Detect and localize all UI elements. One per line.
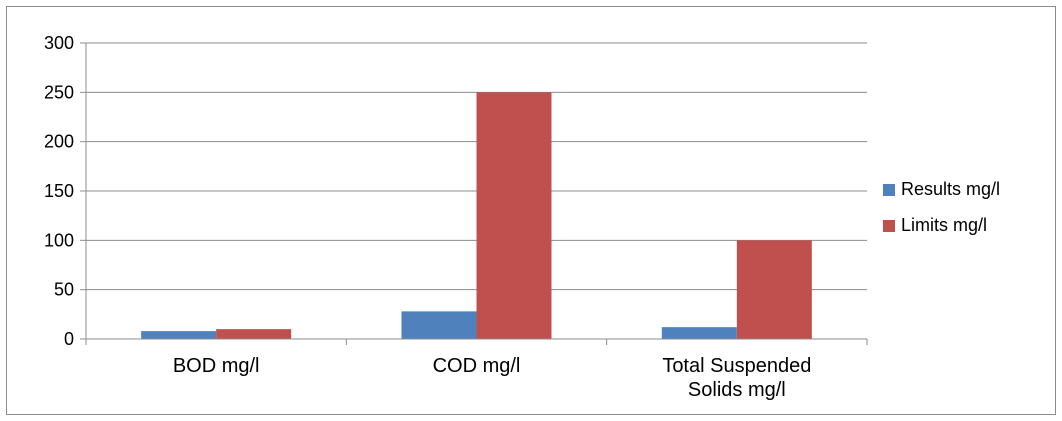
y-tick-label: 250 [44,82,74,102]
bar-limits-mg-l-3 [736,240,812,339]
bar-chart: 0 50 100 150 200 250 300 BOD mg/l COD mg/l Total… [44,33,1000,401]
bar-limits-mg-l-1 [216,329,292,339]
legend: Results mg/l Limits mg/l [883,179,1000,235]
x-category-label: BOD mg/l [173,355,260,377]
y-tick-label: 200 [44,132,74,152]
x-category-labels: BOD mg/l COD mg/l Total Suspended Solids mg… [173,355,812,401]
legend-swatch [883,220,895,232]
bar-results-mg-l-1 [141,331,217,339]
chart-frame: 0 50 100 150 200 250 300 BOD mg/l COD mg/l Total… [6,6,1056,415]
legend-label: Limits mg/l [901,215,987,235]
y-tick-label: 0 [64,329,74,349]
legend-label: Results mg/l [901,179,1000,199]
y-tick-label: 150 [44,181,74,201]
bars [141,92,812,339]
axes [80,42,868,345]
y-tick-label: 300 [44,33,74,53]
x-category-label: COD mg/l [433,355,521,377]
bar-results-mg-l-2 [401,311,477,339]
legend-swatch [883,184,895,196]
y-tick-label: 50 [54,280,74,300]
y-tick-labels: 0 50 100 150 200 250 300 [44,33,74,349]
y-tick-label: 100 [44,230,74,250]
x-category-label: Total Suspended Solids mg/l [662,355,811,401]
bar-results-mg-l-3 [661,327,737,339]
bar-limits-mg-l-2 [476,92,552,339]
